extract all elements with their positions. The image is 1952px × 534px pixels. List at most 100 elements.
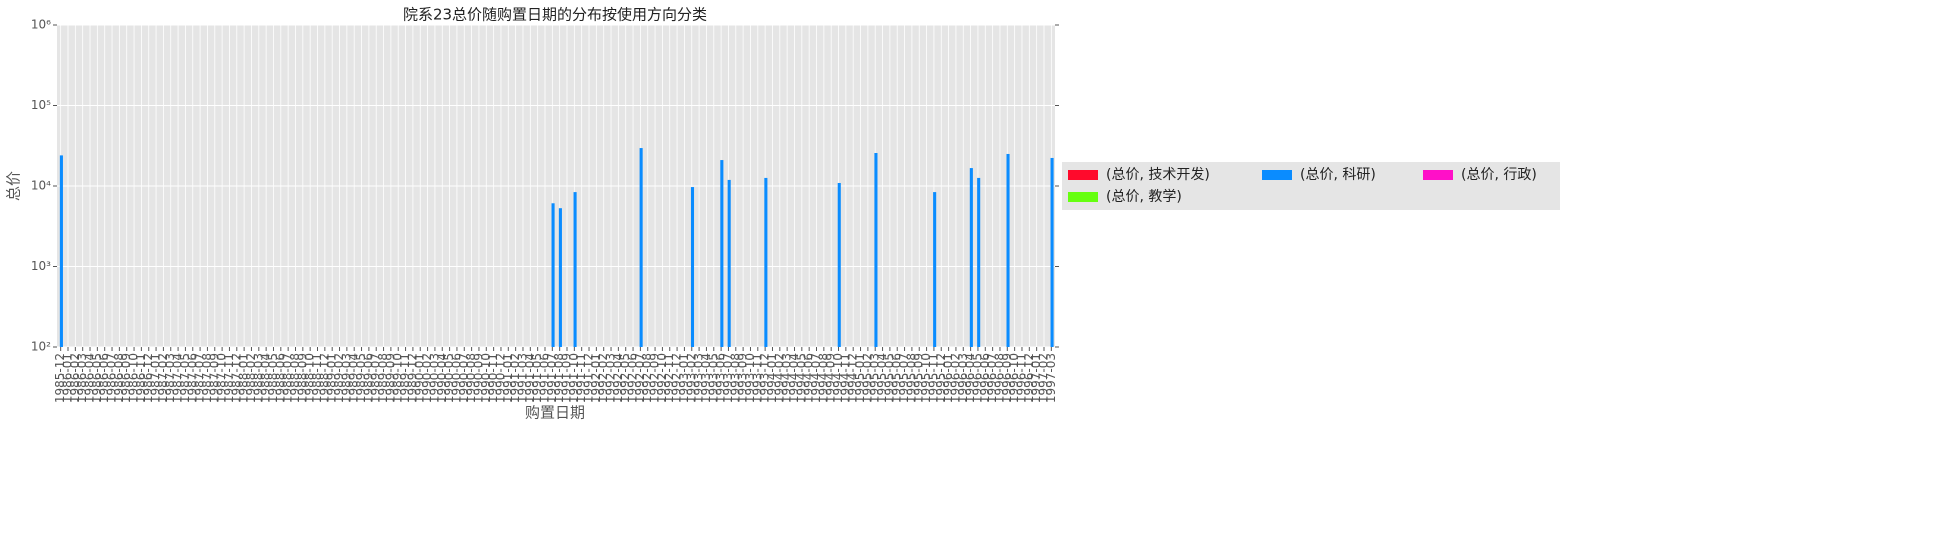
x-tick-label: 1989-09: [383, 353, 397, 403]
bar: [639, 148, 643, 347]
bar: [1006, 153, 1010, 347]
x-tick-label: 1996-04: [963, 353, 977, 403]
x-tick-label: 1994-03: [780, 353, 794, 403]
x-tick-label: 1991-04: [523, 353, 537, 403]
x-tick-label: 1988-01: [237, 353, 251, 403]
x-tick-label: 1996-09: [1000, 353, 1014, 403]
legend-box: [1062, 162, 1560, 210]
x-tick-label: 1993-08: [728, 353, 742, 403]
x-tick-label: 1996-06: [978, 353, 992, 403]
x-axis-label: 购置日期: [525, 404, 585, 422]
x-tick-label: 1990-12: [493, 353, 507, 403]
x-tick-label: 1996-08: [992, 353, 1006, 403]
x-tick-label: 1989-11: [398, 353, 412, 403]
x-tick-label: 1995-09: [912, 353, 926, 403]
x-tick-label: 1991-07: [545, 353, 559, 403]
bar: [969, 168, 973, 347]
x-tick-label: 1988-11: [310, 353, 324, 403]
x-tick-label: 1991-06: [537, 353, 551, 403]
x-tick-label: 1996-12: [1022, 353, 1036, 403]
bar: [977, 177, 981, 347]
x-tick-label: 1992-07: [633, 353, 647, 403]
x-tick-label: 1992-02: [596, 353, 610, 403]
bar: [874, 153, 878, 347]
bar: [551, 203, 555, 347]
x-tick-label: 1986-11: [134, 353, 148, 403]
legend-label: (总价, 科研): [1300, 167, 1376, 183]
x-tick-label: 1992-09: [648, 353, 662, 403]
x-tick-label: 1989-08: [376, 353, 390, 403]
x-tick-label: 1992-12: [670, 353, 684, 403]
y-tick-label: 10⁵: [31, 98, 51, 112]
x-tick-label: 1986-03: [75, 353, 89, 403]
x-tick-label: 1993-06: [714, 353, 728, 403]
y-tick-label: 10²: [31, 340, 51, 354]
x-tick-label: 1989-02: [332, 353, 346, 403]
x-tick-label: 1993-10: [743, 353, 757, 403]
x-tick-label: 1987-08: [200, 353, 214, 403]
x-tick-label: 1990-04: [435, 353, 449, 403]
x-tick-label: 1994-05: [794, 353, 808, 403]
x-tick-label: 1994-01: [765, 353, 779, 403]
x-tick-label: 1991-11: [574, 353, 588, 403]
x-tick-label: 1996-05: [970, 353, 984, 403]
x-tick-label: 1992-04: [611, 353, 625, 403]
x-tick-label: 1994-07: [809, 353, 823, 403]
bar: [59, 155, 63, 347]
x-tick-label: 1994-08: [816, 353, 830, 403]
x-tick-label: 1991-03: [515, 353, 529, 403]
x-tick-label: 1994-09: [824, 353, 838, 403]
legend-swatch: [1068, 192, 1098, 202]
x-tick-label: 1989-12: [405, 353, 419, 403]
x-tick-label: 1987-11: [222, 353, 236, 403]
legend-label: (总价, 技术开发): [1106, 167, 1210, 183]
x-tick-label: 1990-02: [420, 353, 434, 403]
x-tick-label: 1989-05: [354, 353, 368, 403]
x-tick-label: 1987-01: [149, 353, 163, 403]
x-tick-label: 1996-01: [941, 353, 955, 403]
x-tick-label: 1987-06: [185, 353, 199, 403]
x-tick-label: 1989-07: [369, 353, 383, 403]
x-tick-label: 1986-12: [141, 353, 155, 403]
x-tick-label: 1990-01: [413, 353, 427, 403]
x-tick-label: 1991-01: [501, 353, 515, 403]
bar: [1050, 157, 1054, 347]
x-tick-label: 1987-04: [171, 353, 185, 403]
bar: [558, 208, 562, 347]
x-tick-label: 1988-07: [281, 353, 295, 403]
y-axis-label: 总价: [5, 171, 23, 201]
y-tick-label: 10³: [31, 259, 51, 273]
x-tick-label: 1988-05: [266, 353, 280, 403]
x-tick-label: 1995-08: [904, 353, 918, 403]
x-tick-label: 1995-02: [860, 353, 874, 403]
x-tick-label: 1996-02: [948, 353, 962, 403]
x-tick-label: 1994-11: [838, 353, 852, 403]
x-tick-label: 1996-10: [1007, 353, 1021, 403]
x-tick-label: 1988-08: [288, 353, 302, 403]
x-tick-label: 1993-12: [758, 353, 772, 403]
legend-swatch: [1262, 170, 1292, 180]
bar: [727, 179, 731, 347]
legend-label: (总价, 教学): [1106, 189, 1182, 205]
x-tick-label: 1997-03: [1044, 353, 1058, 403]
x-tick-label: 1995-11: [926, 353, 940, 403]
x-tick-label: 1995-06: [890, 353, 904, 403]
x-tick-label: 1993-07: [721, 353, 735, 403]
x-tick-label: 1994-02: [772, 353, 786, 403]
y-tick-label: 10⁶: [31, 18, 51, 32]
x-tick-label: 1988-02: [244, 353, 258, 403]
x-tick-label: 1991-02: [508, 353, 522, 403]
x-tick-label: 1992-11: [662, 353, 676, 403]
x-tick-label: 1997-01: [1029, 353, 1043, 403]
x-tick-label: 1990-11: [486, 353, 500, 403]
x-tick-label: 1986-07: [105, 353, 119, 403]
x-tick-label: 1993-05: [706, 353, 720, 403]
x-tick-label: 1990-07: [457, 353, 471, 403]
x-tick-label: 1986-01: [61, 353, 75, 403]
x-tick-label: 1990-10: [479, 353, 493, 403]
x-tick-label: 1986-02: [68, 353, 82, 403]
x-tick-label: 1995-07: [897, 353, 911, 403]
x-tick-label: 1990-06: [449, 353, 463, 403]
x-tick-label: 1992-01: [589, 353, 603, 403]
